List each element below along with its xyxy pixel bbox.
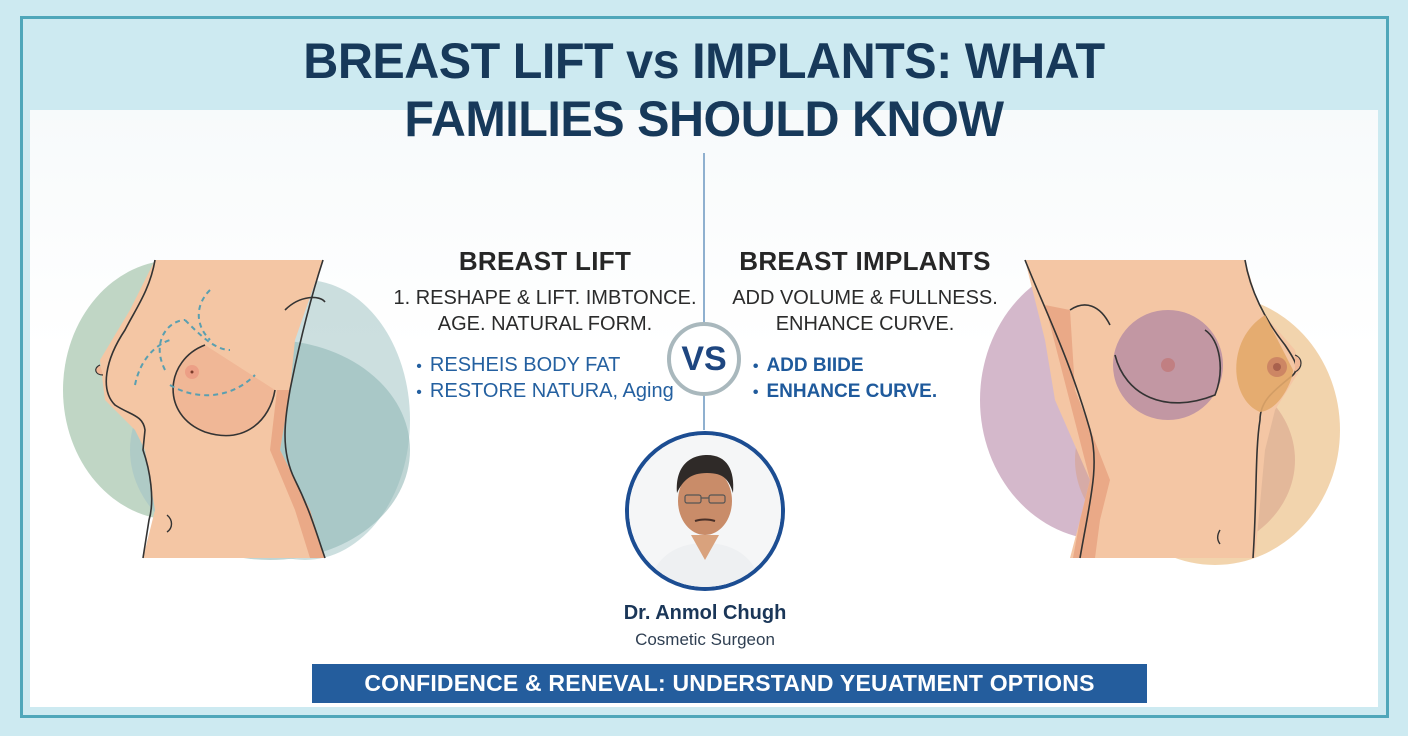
doctor-name: Dr. Anmol Chugh: [623, 602, 787, 624]
title-line-2: FAMILIES SHOULD KNOW: [404, 91, 1004, 147]
bullet-item: RESHEIS BODY FAT: [416, 353, 673, 379]
doctor-portrait-icon: [629, 435, 781, 587]
bottom-banner: CONFIDENCE & RENEVAL: UNDERSTAND YEUATME…: [312, 664, 1147, 703]
bullet-item: ADD BIIDE: [753, 353, 937, 379]
center-divider: [703, 153, 705, 430]
breast-implants-description: ADD VOLUME & FULLNESS. ENHANCE CURVE.: [715, 285, 1015, 337]
breast-implants-illustration: [980, 259, 1340, 565]
breast-implants-column: BREAST IMPLANTS ADD VOLUME & FULLNESS. E…: [715, 246, 1015, 405]
breast-implants-bullets: ADD BIIDE ENHANCE CURVE.: [753, 353, 937, 405]
bullet-item: ENHANCE CURVE.: [753, 379, 937, 405]
title-line-1: BREAST LIFT vs IMPLANTS: WHAT: [303, 33, 1105, 89]
breast-implants-heading: BREAST IMPLANTS: [739, 246, 991, 276]
vs-badge: VS: [667, 322, 741, 396]
breast-lift-desc-line-2: AGE. NATURAL FORM.: [437, 313, 653, 335]
breast-lift-description: 1. RESHAPE & LIFT. IMBTONCE. AGE. NATURA…: [380, 285, 710, 337]
breast-lift-desc-line-1: 1. RESHAPE & LIFT. IMBTONCE.: [393, 287, 697, 309]
breast-implants-desc-line-1: ADD VOLUME & FULLNESS.: [732, 287, 998, 309]
breast-lift-heading: BREAST LIFT: [458, 246, 632, 276]
doctor-avatar: [625, 431, 785, 591]
breast-lift-illustration: [63, 259, 410, 560]
doctor-role: Cosmetic Surgeon: [635, 630, 775, 649]
breast-implants-desc-line-2: ENHANCE CURVE.: [775, 313, 955, 335]
bullet-item: RESTORE NATURA, Aging: [416, 379, 674, 405]
breast-lift-column: BREAST LIFT 1. RESHAPE & LIFT. IMBTONCE.…: [380, 246, 710, 405]
page-title: BREAST LIFT vs IMPLANTS: WHAT FAMILIES S…: [21, 32, 1387, 148]
breast-lift-bullets: RESHEIS BODY FAT RESTORE NATURA, Aging: [416, 353, 674, 405]
